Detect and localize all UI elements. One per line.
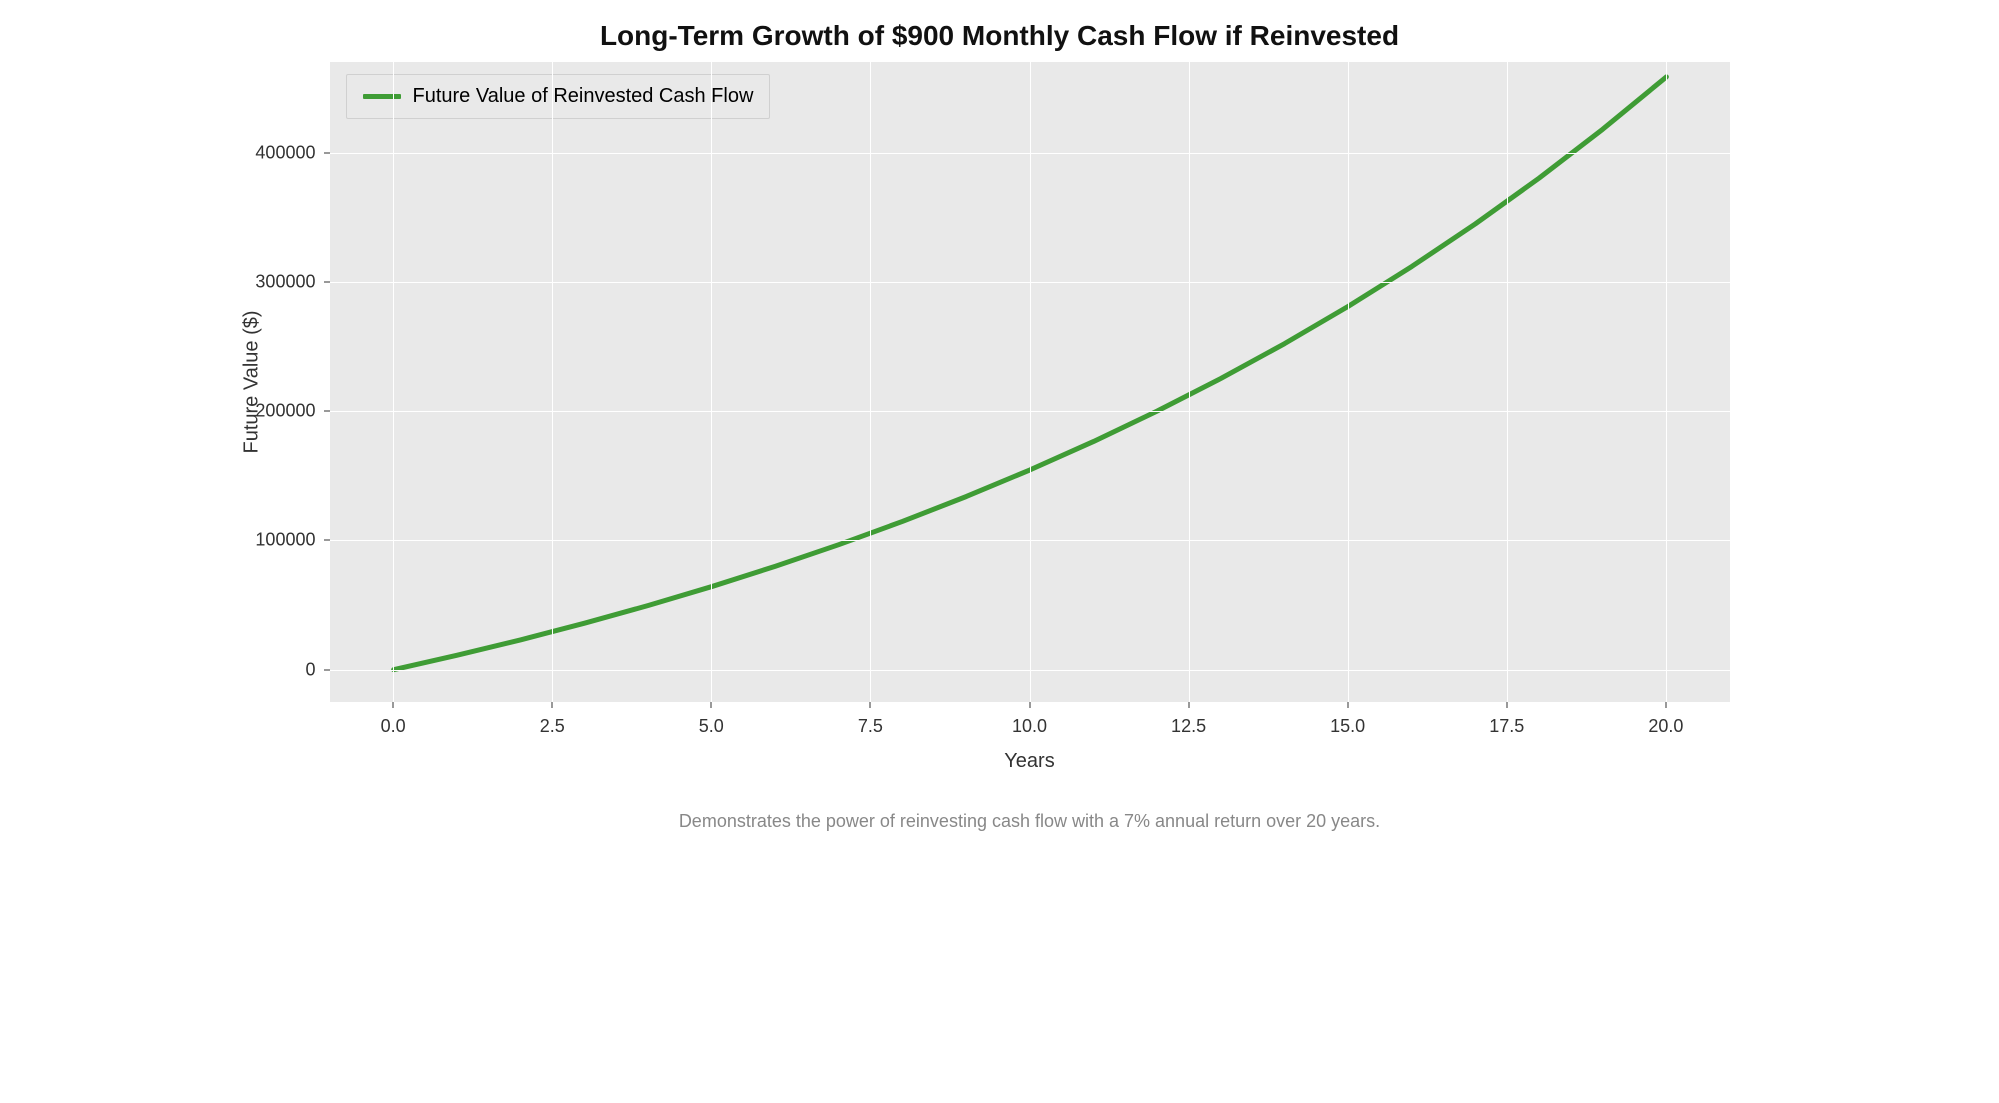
gridline-v [1666, 62, 1667, 702]
gridline-v [1189, 62, 1190, 702]
ytick-label: 0 [305, 659, 329, 680]
chart-title: Long-Term Growth of $900 Monthly Cash Fl… [240, 20, 1760, 52]
ytick-label: 200000 [255, 401, 329, 422]
gridline-v [1030, 62, 1031, 702]
xtick-label: 20.0 [1648, 702, 1683, 737]
xtick-label: 5.0 [699, 702, 724, 737]
xtick-label: 0.0 [381, 702, 406, 737]
plot-area: Future Value ($) Future Value of Reinves… [330, 62, 1730, 702]
ytick-label: 400000 [255, 142, 329, 163]
ytick-label: 300000 [255, 271, 329, 292]
xtick-label: 7.5 [858, 702, 883, 737]
y-axis-label: Future Value ($) [240, 310, 263, 453]
xtick-label: 10.0 [1012, 702, 1047, 737]
xtick-label: 12.5 [1171, 702, 1206, 737]
gridline-v [1507, 62, 1508, 702]
xtick-label: 15.0 [1330, 702, 1365, 737]
gridline-v [393, 62, 394, 702]
ytick-label: 100000 [255, 530, 329, 551]
chart-container: Long-Term Growth of $900 Monthly Cash Fl… [240, 20, 1760, 832]
gridline-v [1348, 62, 1349, 702]
gridline-v [711, 62, 712, 702]
xtick-label: 17.5 [1489, 702, 1524, 737]
gridline-v [552, 62, 553, 702]
x-axis-label: Years [330, 750, 1730, 773]
xtick-label: 2.5 [540, 702, 565, 737]
gridline-v [870, 62, 871, 702]
chart-caption: Demonstrates the power of reinvesting ca… [330, 811, 1730, 832]
